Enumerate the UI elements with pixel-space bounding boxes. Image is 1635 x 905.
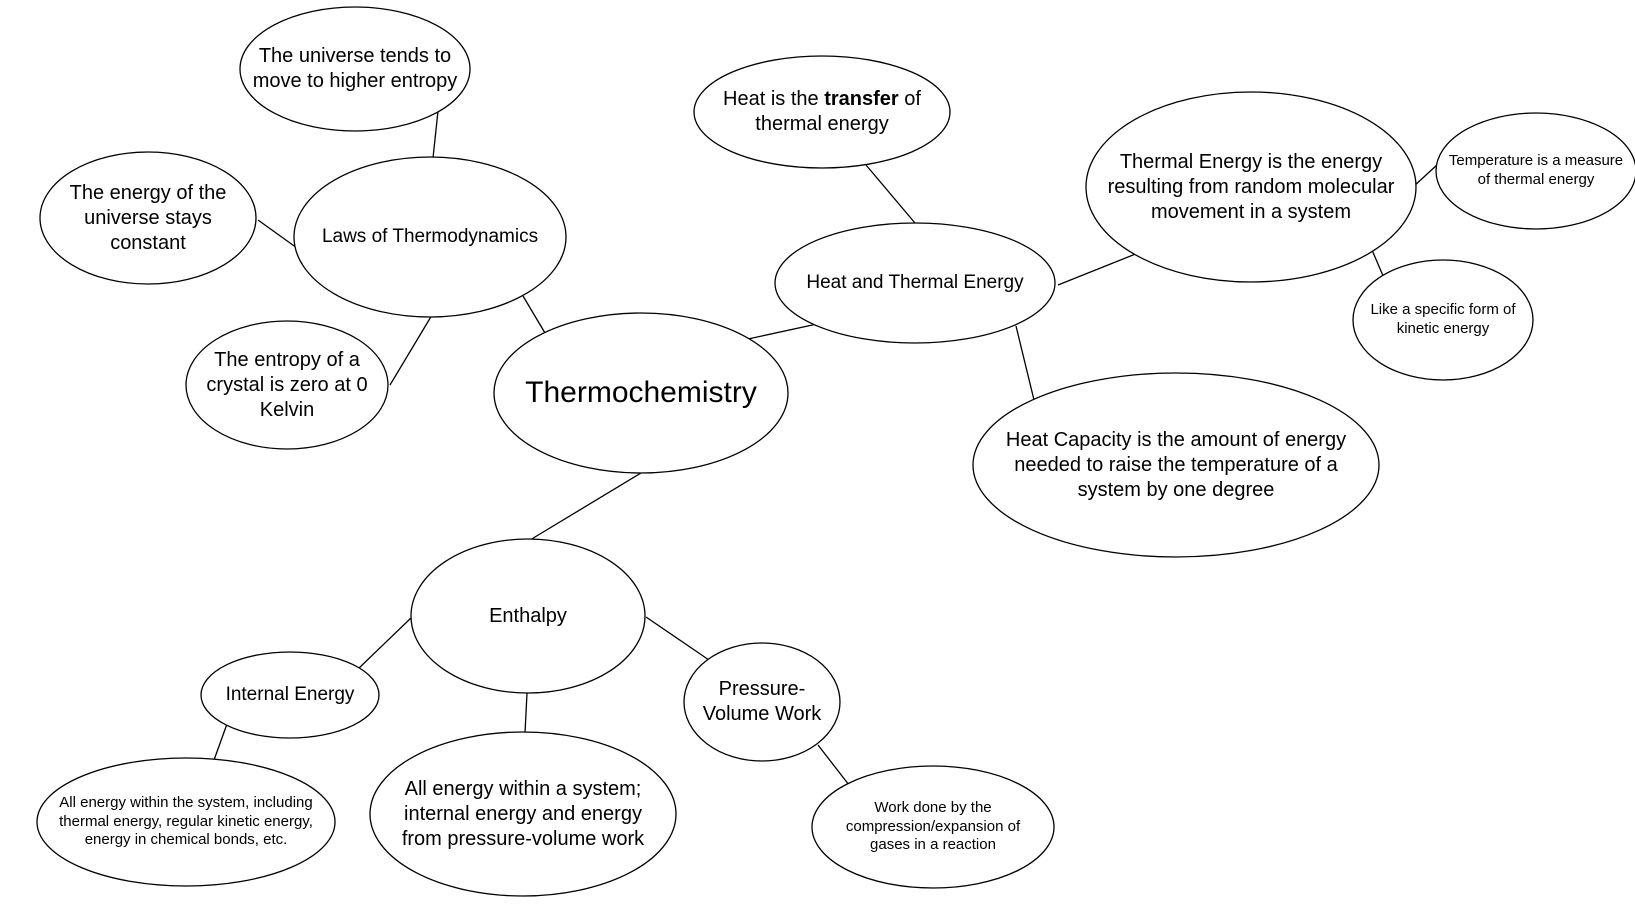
node-heat-thermal-label: Heat and Thermal Energy	[806, 272, 1024, 294]
heat-transfer-bold: transfer	[824, 88, 899, 110]
node-thermal-def-shape	[1085, 91, 1417, 283]
node-heat-transfer-label: Heat is the transfer of thermal energy	[712, 84, 932, 140]
node-kinetic-shape	[1352, 259, 1534, 381]
heat-transfer-text: Heat is the transfer of thermal energy	[718, 87, 926, 137]
node-laws-shape	[293, 156, 567, 318]
edge-thermochemistry-heat	[747, 323, 818, 340]
edge-laws-universe-entropy	[432, 110, 439, 159]
node-laws-label: Laws of Thermodynamics	[321, 226, 539, 248]
node-heat-capacity-label: Heat Capacity is the amount of energy ne…	[1005, 428, 1347, 501]
node-crystal-entropy-shape	[185, 320, 389, 450]
node-internal-shape	[200, 651, 380, 739]
node-pv-def-shape	[811, 765, 1055, 889]
node-enthalpy-def-label: All energy within a system; internal ene…	[401, 777, 645, 850]
node-heat-transfer-shape	[693, 55, 951, 169]
edge-thermal-temperature	[1412, 163, 1439, 188]
edge-laws-crystal-entropy	[389, 314, 433, 386]
edge-thermal-kinetic	[1371, 249, 1385, 279]
edge-internal-def	[213, 723, 228, 761]
node-crystal-entropy-label: The entropy of a crystal is zero at 0 Ke…	[206, 348, 368, 421]
node-energy-constant-label: The energy of the universe stays constan…	[69, 181, 227, 254]
node-universe-entropy-shape	[239, 6, 471, 132]
edge-thermochemistry-laws	[522, 295, 546, 334]
node-pv-shape	[683, 642, 841, 762]
node-heat-capacity-shape	[972, 372, 1380, 558]
node-pv-label: Pressure-Volume Work	[702, 678, 822, 725]
edge-enthalpy-def	[524, 692, 528, 734]
edge-laws-energy-constant	[257, 219, 298, 249]
node-enthalpy-label: Enthalpy	[489, 604, 567, 627]
edge-enthalpy-pv	[645, 616, 710, 661]
node-enthalpy-shape	[410, 538, 646, 694]
edge-enthalpy-internal	[356, 616, 413, 671]
node-pv-def-label: Work done by the compression/expansion o…	[845, 798, 1021, 854]
edge-heat-thermal-def	[1057, 252, 1139, 286]
heat-transfer-text-before: Heat is the	[723, 88, 825, 110]
node-internal-def-label: All energy within the system, including …	[59, 793, 313, 849]
node-temperature-shape	[1435, 112, 1635, 230]
edge-pv-def	[817, 744, 850, 786]
node-temperature-label: Temperature is a measure of thermal ener…	[1448, 152, 1624, 188]
node-energy-constant-shape	[39, 151, 257, 285]
node-internal-label: Internal Energy	[225, 684, 355, 706]
edge-heat-capacity	[1015, 325, 1035, 401]
node-thermochemistry-shape	[493, 312, 789, 474]
node-universe-entropy-label: The universe tends to move to higher ent…	[252, 45, 458, 92]
node-thermal-def-label: Thermal Energy is the energy resulting f…	[1107, 150, 1395, 223]
edge-heat-transfer	[865, 164, 916, 224]
node-internal-def-shape	[36, 757, 336, 887]
heat-transfer-text-after: of thermal energy	[755, 88, 921, 135]
node-heat-thermal-shape	[774, 222, 1056, 344]
node-kinetic-label: Like a specific form of kinetic energy	[1370, 301, 1516, 337]
node-enthalpy-def-shape	[369, 731, 677, 897]
node-thermochemistry-label: Thermochemistry	[525, 376, 757, 410]
edge-thermochemistry-enthalpy	[529, 472, 642, 541]
